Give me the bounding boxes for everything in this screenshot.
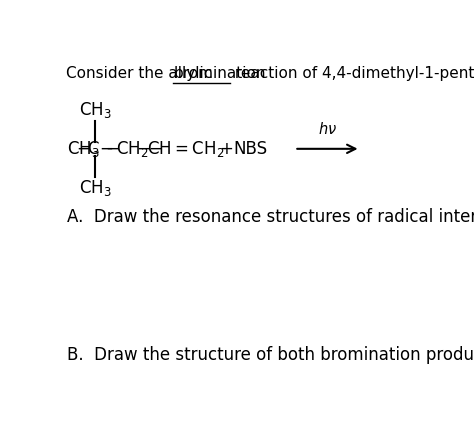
Text: $-\!$CH$_2\!-$: $-\!$CH$_2\!-$ <box>106 139 164 159</box>
Text: $-\!$C$\!-$: $-\!$C$\!-$ <box>76 140 114 158</box>
Text: B.  Draw the structure of both bromination products.: B. Draw the structure of both brominatio… <box>67 346 474 364</box>
Text: CH$_3$: CH$_3$ <box>66 139 100 159</box>
Text: $h\nu$: $h\nu$ <box>318 120 337 137</box>
Text: $+$: $+$ <box>219 140 234 158</box>
Text: Consider the allylic: Consider the allylic <box>66 66 217 81</box>
Text: reaction of 4,4-dimethyl-1-pentene.: reaction of 4,4-dimethyl-1-pentene. <box>230 66 474 81</box>
Text: A.  Draw the resonance structures of radical intermediate.: A. Draw the resonance structures of radi… <box>67 208 474 226</box>
Text: NBS: NBS <box>233 140 267 158</box>
Text: CH$_3$: CH$_3$ <box>79 178 112 198</box>
Text: bromination: bromination <box>173 66 265 81</box>
Text: CH$_3$: CH$_3$ <box>79 100 112 120</box>
Text: $-\!$CH$=$CH$_2$: $-\!$CH$=$CH$_2$ <box>137 139 225 159</box>
